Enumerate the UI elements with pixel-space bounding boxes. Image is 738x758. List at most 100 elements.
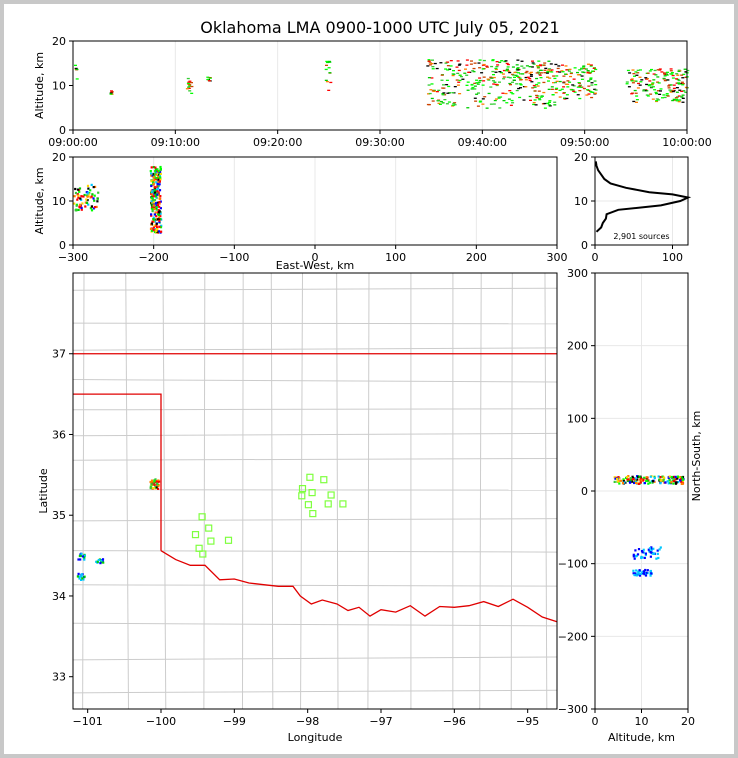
time-source-point — [472, 67, 476, 70]
ns-alt-tick-label: 20 — [681, 715, 695, 728]
ns-source-point — [659, 476, 662, 479]
time-source-point — [470, 84, 474, 86]
ew-source-point — [156, 218, 159, 221]
ew-source-point — [150, 213, 153, 216]
time-source-point — [516, 72, 520, 74]
time-source-point — [584, 68, 588, 70]
time-source-point — [501, 92, 505, 94]
time-source-point — [625, 81, 629, 83]
time-source-point — [529, 74, 533, 76]
time-source-point — [555, 87, 559, 89]
ew-source-point — [156, 203, 159, 206]
altitude-histogram-panel: 0 100 0 10 20 2,901 sources — [574, 151, 692, 264]
time-source-point — [475, 82, 479, 84]
time-source-point — [473, 97, 477, 99]
time-source-point — [537, 60, 541, 62]
ns-source-point — [659, 482, 662, 485]
time-source-point — [485, 65, 489, 67]
ew-source-point — [154, 169, 157, 173]
ns-source-point — [644, 574, 648, 577]
county-line — [203, 272, 206, 710]
time-source-point — [187, 81, 191, 83]
time-source-point — [549, 70, 553, 72]
time-source-point — [662, 94, 666, 96]
time-source-point — [543, 69, 547, 71]
time-source-point — [466, 89, 470, 91]
ew-source-point — [149, 227, 153, 230]
time-source-point — [594, 89, 598, 91]
time-source-point — [683, 68, 687, 70]
time-source-point — [593, 80, 597, 82]
time-source-point — [594, 84, 598, 86]
time-source-point — [522, 99, 526, 101]
lma-station-marker — [191, 530, 200, 539]
time-source-point — [552, 75, 556, 77]
time-source-point — [490, 65, 494, 68]
ns-source-point — [648, 481, 651, 484]
plan-source-point — [95, 560, 98, 563]
plan-source-point — [149, 480, 152, 484]
ns-source-point — [639, 481, 642, 484]
time-source-point — [430, 83, 434, 85]
time-source-point — [519, 84, 523, 86]
time-source-point — [483, 96, 487, 98]
time-source-point — [456, 60, 460, 62]
plan-source-point — [97, 559, 100, 562]
ew-source-point — [156, 191, 159, 194]
time-source-point — [327, 67, 331, 69]
time-source-point — [451, 104, 455, 106]
ew-source-point — [158, 183, 161, 186]
ew-source-point — [150, 174, 153, 177]
time-source-point — [663, 80, 667, 82]
ew-source-point — [74, 209, 77, 212]
ew-source-point — [96, 200, 99, 203]
time-source-point — [636, 72, 640, 74]
time-source-point — [671, 77, 675, 79]
ew-source-point — [157, 184, 160, 187]
time-source-point — [529, 75, 533, 77]
time-source-point — [589, 71, 593, 74]
time-tick-label: 09:10:00 — [151, 136, 200, 149]
time-source-point — [632, 73, 636, 75]
ns-source-point — [648, 550, 651, 553]
time-source-point — [538, 99, 542, 101]
plan-source-point — [77, 558, 80, 561]
time-source-point — [652, 73, 656, 75]
plan-source-point — [155, 482, 158, 485]
time-source-point — [542, 81, 546, 84]
ns-source-point — [626, 476, 629, 479]
time-source-point — [536, 66, 540, 68]
plan-source-point — [101, 558, 105, 561]
time-source-point — [441, 87, 445, 89]
ew-source-point — [158, 220, 161, 224]
time-source-point — [675, 98, 679, 101]
county-line — [72, 656, 558, 661]
plan-source-point — [82, 578, 85, 581]
time-source-point — [591, 91, 595, 93]
time-source-point — [576, 74, 580, 76]
time-source-point — [491, 59, 495, 61]
time-source-point — [543, 72, 547, 74]
time-source-point — [457, 64, 461, 66]
time-source-point — [531, 60, 534, 62]
ns-source-point — [640, 572, 643, 575]
time-source-point — [327, 89, 331, 91]
time-source-point — [478, 79, 482, 82]
time-source-point — [470, 60, 473, 62]
ew-source-point — [151, 195, 154, 198]
time-source-point — [520, 65, 524, 67]
time-source-point — [476, 105, 480, 107]
ns-source-point — [632, 572, 635, 575]
time-source-point — [492, 103, 496, 105]
ew-source-point — [155, 230, 158, 233]
time-source-point — [564, 83, 568, 85]
time-source-point — [566, 80, 570, 82]
time-source-point — [529, 71, 533, 73]
time-source-point — [509, 91, 513, 94]
county-line — [367, 272, 370, 710]
ns-source-point — [659, 546, 662, 549]
time-source-point — [531, 62, 535, 64]
ew-source-point — [156, 226, 159, 229]
time-source-point — [571, 89, 575, 91]
time-source-point — [569, 72, 573, 75]
